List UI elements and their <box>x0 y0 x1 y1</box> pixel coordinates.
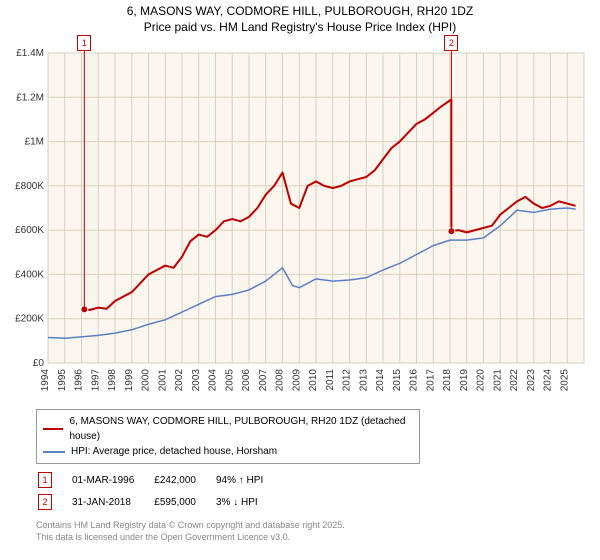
legend-label-property: 6, MASONS WAY, CODMORE HILL, PULBOROUGH,… <box>69 414 413 444</box>
legend: 6, MASONS WAY, CODMORE HILL, PULBOROUGH,… <box>36 409 420 464</box>
svg-text:1995: 1995 <box>57 369 68 392</box>
svg-text:1997: 1997 <box>90 369 101 392</box>
legend-swatch-property <box>43 428 63 430</box>
svg-text:£1.4M: £1.4M <box>16 48 44 59</box>
sale-date: 01-MAR-1996 <box>72 470 152 490</box>
chart-container: 6, MASONS WAY, CODMORE HILL, PULBOROUGH,… <box>0 0 600 560</box>
svg-text:1999: 1999 <box>124 369 135 392</box>
svg-text:2024: 2024 <box>543 369 554 392</box>
svg-text:£200K: £200K <box>15 314 44 325</box>
svg-text:2008: 2008 <box>275 369 286 392</box>
legend-row-property: 6, MASONS WAY, CODMORE HILL, PULBOROUGH,… <box>43 414 413 444</box>
svg-text:2011: 2011 <box>325 369 336 391</box>
svg-text:£600K: £600K <box>15 225 44 236</box>
svg-text:2002: 2002 <box>174 369 185 392</box>
svg-text:2016: 2016 <box>409 369 420 392</box>
legend-row-hpi: HPI: Average price, detached house, Hors… <box>43 444 413 459</box>
svg-text:2025: 2025 <box>559 369 570 392</box>
svg-text:2003: 2003 <box>191 369 202 392</box>
svg-text:£1M: £1M <box>25 137 44 148</box>
svg-text:2017: 2017 <box>425 369 436 392</box>
svg-text:2001: 2001 <box>157 369 168 392</box>
sale-date: 31-JAN-2018 <box>72 492 152 512</box>
title-line-2: Price paid vs. HM Land Registry's House … <box>0 20 600 36</box>
sale-badge: 1 <box>38 472 52 488</box>
svg-text:1998: 1998 <box>107 369 118 392</box>
svg-text:2007: 2007 <box>258 369 269 392</box>
line-chart-svg: £0 £200K £400K £600K £800K £1M £1.2M £1.4M 1994 1… <box>8 43 592 403</box>
legend-swatch-hpi <box>43 451 65 453</box>
table-row: 2 31-JAN-2018£595,0003% ↓ HPI <box>38 492 281 512</box>
sales-table: 1 01-MAR-1996£242,00094% ↑ HPI 2 31-JAN-201… <box>36 468 283 514</box>
svg-text:1996: 1996 <box>74 369 85 392</box>
sale-delta: 94% ↑ HPI <box>216 470 281 490</box>
svg-text:£800K: £800K <box>15 181 44 192</box>
svg-text:2009: 2009 <box>291 369 302 392</box>
svg-text:2018: 2018 <box>442 369 453 392</box>
svg-text:2005: 2005 <box>224 369 235 392</box>
svg-text:1994: 1994 <box>40 369 51 392</box>
footer-note: Contains HM Land Registry data © Crown c… <box>36 520 600 543</box>
chart-area: £0 £200K £400K £600K £800K £1M £1.2M £1.4M 1994 1… <box>8 43 592 403</box>
title-line-1: 6, MASONS WAY, CODMORE HILL, PULBOROUGH,… <box>0 4 600 20</box>
svg-text:2022: 2022 <box>509 369 520 392</box>
svg-text:2021: 2021 <box>492 369 503 392</box>
svg-text:2012: 2012 <box>342 369 353 392</box>
footer-line-1: Contains HM Land Registry data © Crown c… <box>36 520 600 532</box>
sale-delta: 3% ↓ HPI <box>216 492 281 512</box>
table-row: 1 01-MAR-1996£242,00094% ↑ HPI <box>38 470 281 490</box>
svg-text:2000: 2000 <box>141 369 152 392</box>
sale-price: £595,000 <box>154 492 214 512</box>
svg-text:2004: 2004 <box>208 369 219 392</box>
sale-price: £242,000 <box>154 470 214 490</box>
sale-badge: 2 <box>38 494 52 510</box>
svg-text:2019: 2019 <box>459 369 470 392</box>
svg-text:£0: £0 <box>33 358 45 369</box>
svg-text:2014: 2014 <box>375 369 386 392</box>
chart-title: 6, MASONS WAY, CODMORE HILL, PULBOROUGH,… <box>0 0 600 35</box>
svg-text:2010: 2010 <box>308 369 319 392</box>
svg-text:2020: 2020 <box>476 369 487 392</box>
legend-label-hpi: HPI: Average price, detached house, Hors… <box>71 444 277 459</box>
svg-text:2023: 2023 <box>526 369 537 392</box>
svg-text:2015: 2015 <box>392 369 403 392</box>
svg-text:2013: 2013 <box>358 369 369 392</box>
svg-text:2006: 2006 <box>241 369 252 392</box>
svg-text:£1.2M: £1.2M <box>16 92 44 103</box>
footer-line-2: This data is licensed under the Open Gov… <box>36 532 600 544</box>
svg-text:£400K: £400K <box>15 270 44 281</box>
